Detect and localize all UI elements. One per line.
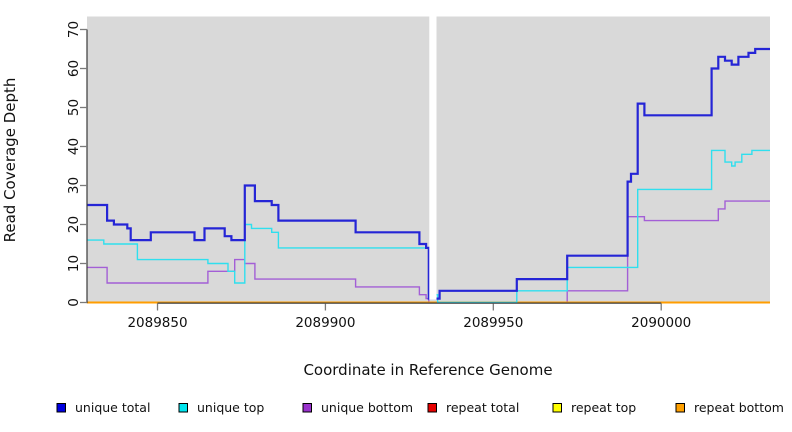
y-tick-label: 0 [66,298,82,307]
legend-item-unique-total: unique total [56,400,150,415]
y-tick-label: 20 [66,216,82,233]
axes: 0 10 20 30 40 50 60 70 2089850 2089900 2089950 2090… [66,21,691,331]
y-tick-label: 50 [66,99,82,116]
x-tick-label: 2089950 [463,315,523,331]
legend-label: unique total [75,400,150,415]
legend-item-repeat-total: repeat total [427,400,519,415]
x-axis-label: Coordinate in Reference Genome [303,361,552,379]
legend-swatch [178,403,188,413]
no-data-gap-band [429,16,437,300]
x-tick-label: 2089900 [295,315,355,331]
legend-swatch [675,403,685,413]
legend-label: repeat bottom [694,400,784,415]
legend-item-unique-bottom: unique bottom [302,400,413,415]
y-tick-label: 10 [66,255,82,272]
y-axis-label: Read Coverage Depth [1,78,19,243]
legend-swatch [552,403,562,413]
y-tick-label: 60 [66,60,82,77]
x-tick-label: 2089850 [127,315,187,331]
legend-swatch [427,403,437,413]
legend: unique total unique top unique bottom repea… [56,400,784,415]
legend-swatch [302,403,312,413]
legend-item-repeat-top: repeat top [552,400,636,415]
y-tick-label: 70 [66,21,82,38]
legend-item-unique-top: unique top [178,400,264,415]
legend-item-repeat-bottom: repeat bottom [675,400,784,415]
legend-label: unique top [197,400,264,415]
x-tick-label: 2090000 [631,315,691,331]
y-tick-label: 30 [66,177,82,194]
y-tick-label: 40 [66,138,82,155]
legend-swatch [56,403,66,413]
series-unique-total [87,47,770,300]
legend-label: repeat top [571,400,636,415]
gap-band-rect [429,16,437,300]
legend-label: unique bottom [321,400,413,415]
legend-label: repeat total [446,400,519,415]
